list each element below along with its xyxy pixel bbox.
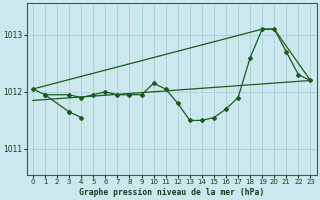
X-axis label: Graphe pression niveau de la mer (hPa): Graphe pression niveau de la mer (hPa) xyxy=(79,188,264,197)
